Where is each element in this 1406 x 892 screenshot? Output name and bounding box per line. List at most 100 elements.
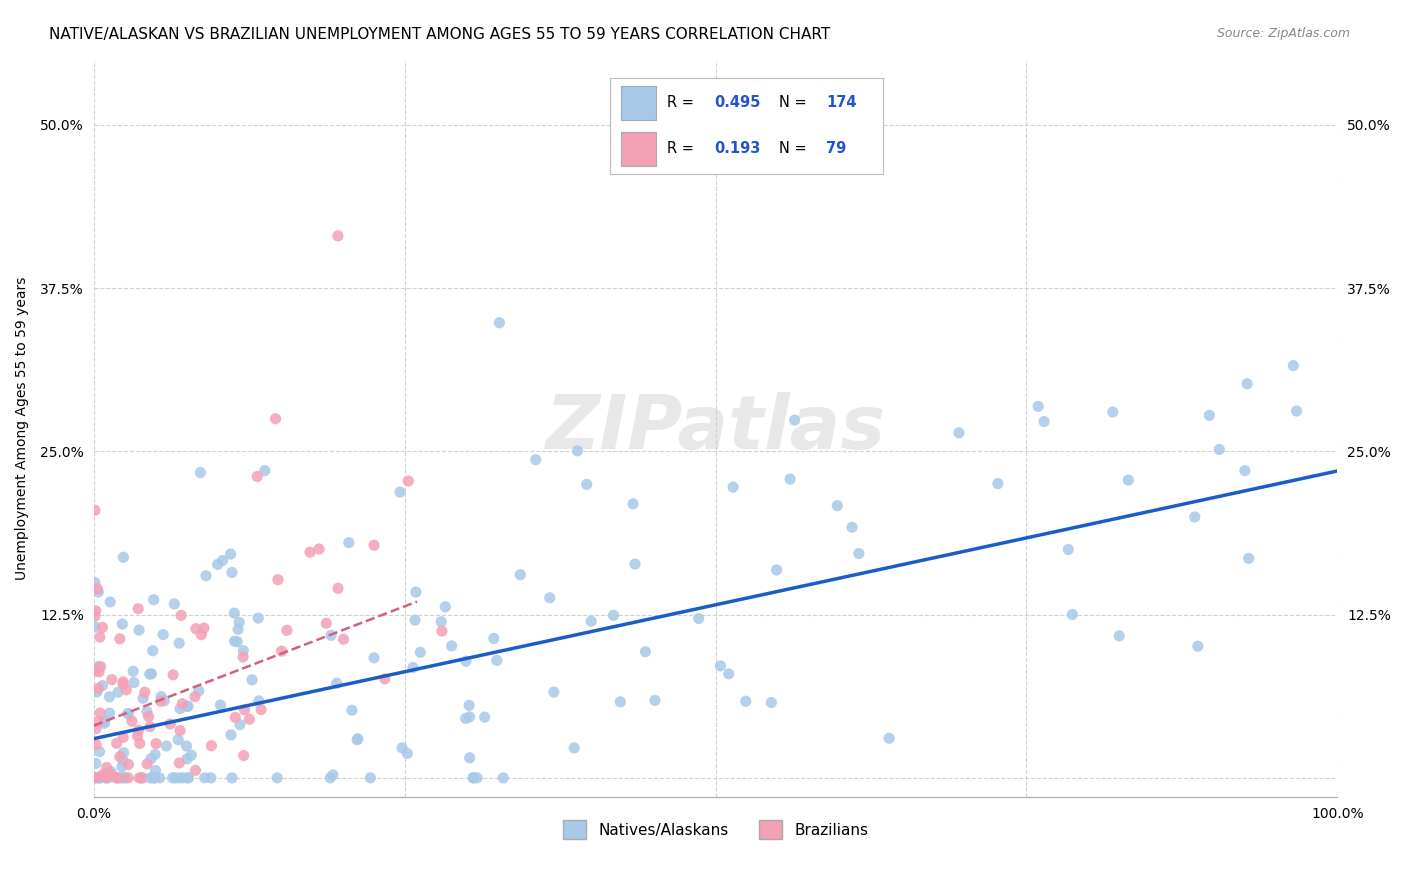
Point: [162, 668, 184, 682]
Point: [136, 705, 159, 719]
Point: [229, 717, 252, 731]
Point: [405, 585, 427, 599]
Point: [105, 736, 128, 750]
Point: [162, 771, 184, 785]
Point: [238, 712, 260, 726]
Point: [240, 673, 263, 687]
Point: [89, 630, 111, 644]
Point: [169, 723, 191, 738]
Point: [374, 672, 396, 686]
Point: [170, 608, 193, 623]
Point: [128, 736, 150, 750]
Point: [200, 771, 222, 785]
Point: [232, 748, 254, 763]
Point: [111, 760, 134, 774]
Y-axis label: Unemployment Among Ages 55 to 59 years: Unemployment Among Ages 55 to 59 years: [15, 277, 30, 580]
Point: [1237, 551, 1260, 566]
Point: [346, 731, 368, 746]
Legend: Natives/Alaskans, Brazilians: Natives/Alaskans, Brazilians: [557, 814, 875, 845]
Point: [734, 694, 756, 708]
Point: [107, 771, 129, 785]
Point: [84, 738, 107, 752]
Point: [987, 476, 1010, 491]
Point: [112, 550, 135, 565]
Point: [434, 599, 457, 614]
Point: [107, 685, 129, 699]
Point: [207, 558, 229, 572]
Point: [200, 739, 222, 753]
Point: [224, 710, 246, 724]
Point: [827, 499, 849, 513]
Point: [184, 622, 207, 636]
Point: [153, 694, 176, 708]
Point: [948, 425, 970, 440]
Point: [143, 771, 166, 785]
Point: [276, 624, 298, 638]
Point: [396, 474, 419, 488]
Point: [138, 667, 160, 681]
Point: [458, 751, 481, 765]
Point: [463, 771, 485, 785]
Point: [332, 632, 354, 647]
Point: [221, 566, 243, 580]
Point: [634, 645, 657, 659]
Point: [346, 732, 368, 747]
Point: [94, 771, 117, 785]
Point: [211, 553, 233, 567]
Point: [1184, 510, 1206, 524]
Point: [492, 771, 515, 785]
Point: [266, 771, 288, 785]
Point: [143, 747, 166, 762]
Point: [90, 659, 112, 673]
Text: ZIPatlas: ZIPatlas: [546, 392, 886, 465]
Point: [177, 771, 200, 785]
Point: [87, 665, 110, 679]
Point: [1033, 415, 1056, 429]
Point: [404, 613, 426, 627]
Point: [145, 764, 167, 778]
Point: [93, 714, 115, 728]
Point: [717, 666, 740, 681]
Point: [184, 690, 207, 704]
Point: [440, 639, 463, 653]
Point: [84, 771, 107, 785]
Point: [176, 752, 198, 766]
Point: [138, 709, 160, 723]
Point: [117, 706, 139, 721]
Point: [621, 497, 644, 511]
Point: [111, 771, 134, 785]
Point: [159, 717, 181, 731]
Point: [117, 757, 139, 772]
Point: [84, 722, 107, 736]
Point: [224, 634, 246, 648]
Point: [363, 538, 385, 552]
Point: [326, 228, 349, 243]
Point: [233, 703, 256, 717]
Point: [396, 747, 419, 761]
Point: [112, 674, 135, 689]
Point: [1208, 442, 1230, 457]
Point: [232, 643, 254, 657]
Point: [877, 731, 900, 746]
Point: [319, 771, 342, 785]
Point: [98, 706, 121, 721]
Point: [190, 628, 212, 642]
Point: [84, 664, 107, 678]
Point: [91, 620, 114, 634]
Point: [84, 575, 107, 590]
Point: [609, 695, 631, 709]
Point: [474, 710, 496, 724]
Point: [108, 749, 131, 764]
Point: [841, 520, 863, 534]
Point: [112, 746, 135, 760]
Point: [89, 706, 111, 720]
Point: [226, 634, 249, 648]
Point: [482, 632, 505, 646]
Point: [194, 771, 217, 785]
Point: [145, 737, 167, 751]
Point: [299, 545, 322, 559]
Point: [121, 714, 143, 728]
Point: [1198, 409, 1220, 423]
Point: [167, 732, 190, 747]
Point: [169, 702, 191, 716]
